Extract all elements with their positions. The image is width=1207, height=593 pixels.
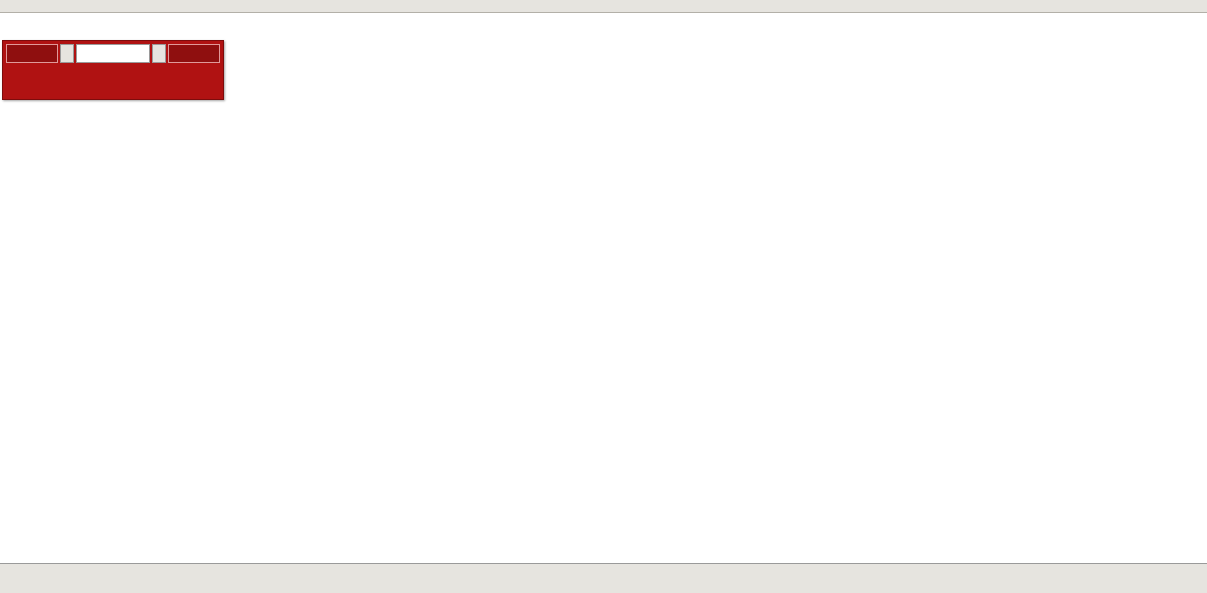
chart-area (0, 13, 1207, 563)
volume-increase-icon[interactable] (152, 44, 166, 63)
volume-dropdown-icon[interactable] (60, 44, 74, 63)
buy-button[interactable] (168, 44, 220, 63)
chart-tabs-bar (0, 563, 1207, 593)
one-click-trading-panel (2, 40, 224, 100)
sell-button[interactable] (6, 44, 58, 63)
timeframe-toolbar (0, 0, 1207, 13)
volume-input[interactable] (76, 44, 150, 63)
